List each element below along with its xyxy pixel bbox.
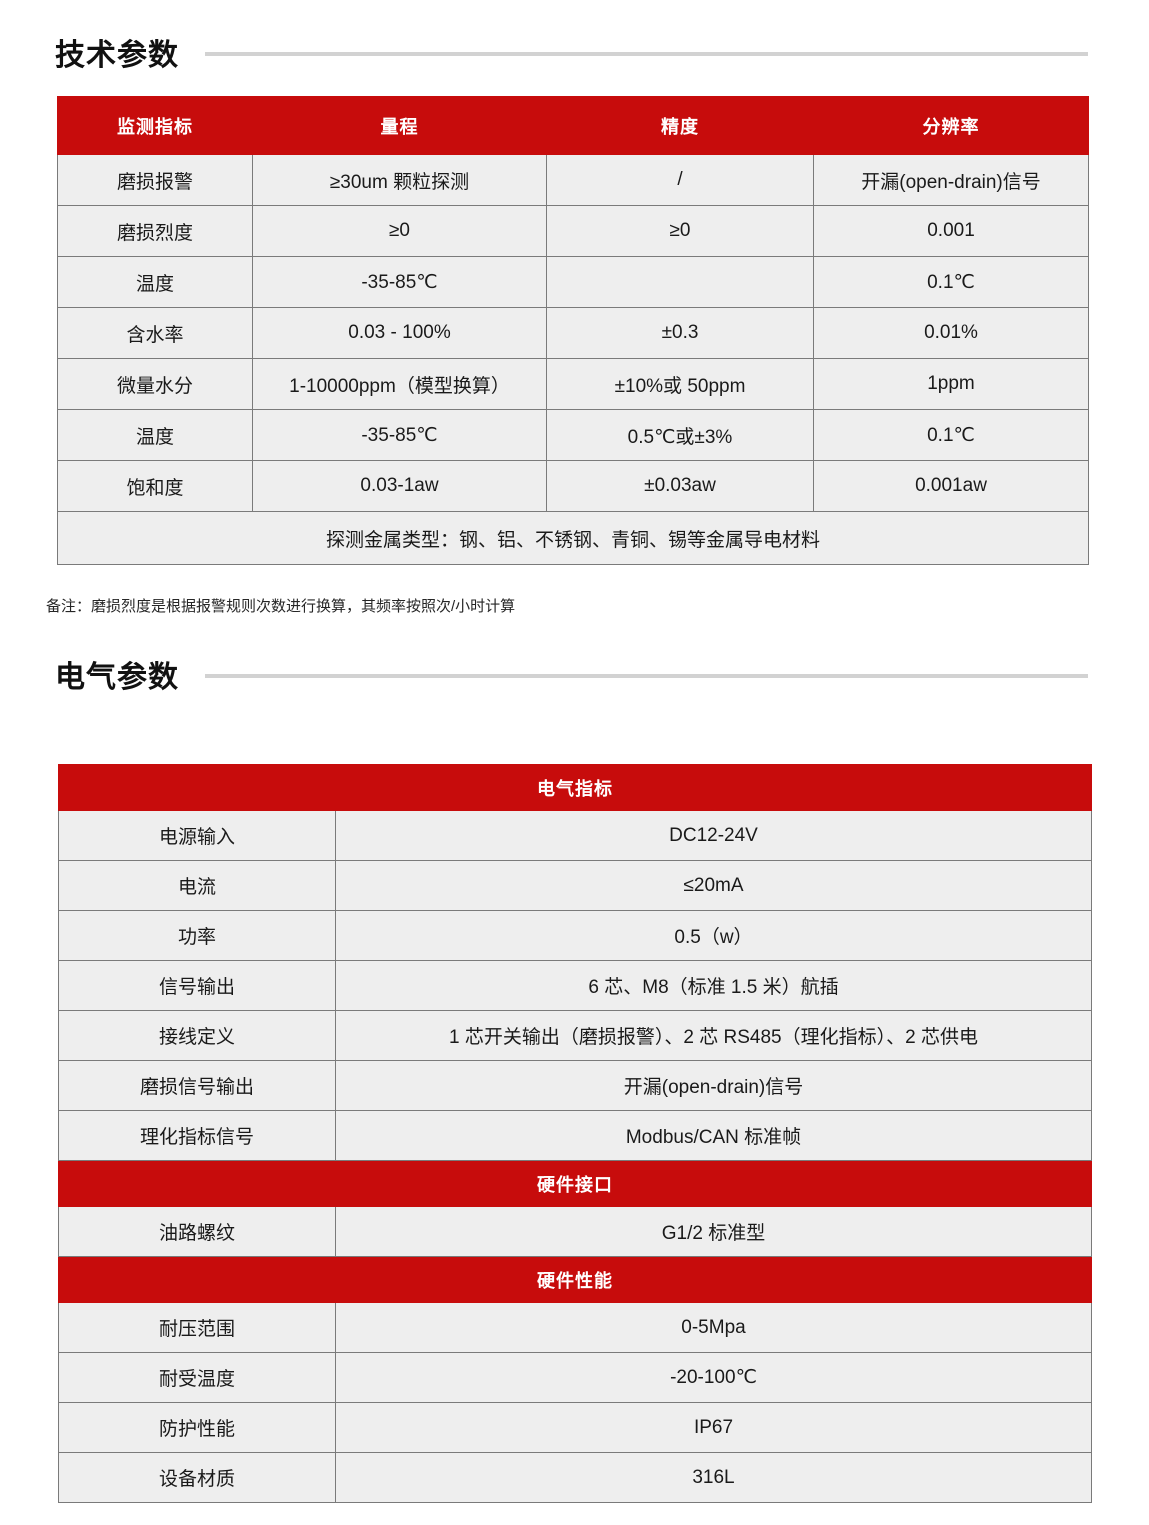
electrical-cell-value: IP67	[335, 1402, 1092, 1453]
technical-cell-range: 0.03-1aw	[252, 460, 547, 512]
table-row: 磨损报警 ≥30um 颗粒探测 / 开漏(open-drain)信号	[57, 154, 1089, 206]
electrical-cell-value: ≤20mA	[335, 860, 1092, 911]
table-row: 微量水分 1-10000ppm（模型换算） ±10%或 50ppm 1ppm	[57, 358, 1089, 410]
electrical-section-title: 电气参数	[55, 661, 179, 694]
table-row: 接线定义 1 芯开关输出（磨损报警）、2 芯 RS485（理化指标）、2 芯供电	[58, 1010, 1092, 1061]
technical-cell-range: ≥0	[252, 205, 547, 257]
title-divider-rule	[205, 52, 1088, 56]
electrical-cell-key: 磨损信号输出	[58, 1060, 336, 1111]
table-row: 防护性能 IP67	[58, 1402, 1092, 1453]
detected-metal-types-cell: 探测金属类型：钢、铝、不锈钢、青铜、锡等金属导电材料	[57, 511, 1089, 565]
table-row: 理化指标信号 Modbus/CAN 标准帧	[58, 1110, 1092, 1161]
electrical-cell-value: DC12-24V	[335, 810, 1092, 861]
electrical-cell-value: 1 芯开关输出（磨损报警）、2 芯 RS485（理化指标）、2 芯供电	[335, 1010, 1092, 1061]
technical-cell-accuracy: ≥0	[546, 205, 814, 257]
technical-header-cell: 分辨率	[813, 96, 1089, 155]
technical-cell-accuracy: 0.5℃或±3%	[546, 409, 814, 461]
technical-cell-accuracy: ±0.3	[546, 307, 814, 359]
technical-cell-resolution: 0.01%	[813, 307, 1089, 359]
technical-cell-accuracy: ±10%或 50ppm	[546, 358, 814, 410]
electrical-cell-key: 油路螺纹	[58, 1206, 336, 1257]
technical-remark-text: 备注：磨损烈度是根据报警规则次数进行换算，其频率按照次/小时计算	[46, 598, 516, 615]
technical-cell-resolution: 0.1℃	[813, 409, 1089, 461]
table-row: 功率 0.5（w）	[58, 910, 1092, 961]
technical-cell-metric: 磨损烈度	[57, 205, 253, 257]
electrical-cell-value: 316L	[335, 1452, 1092, 1503]
technical-cell-metric: 磨损报警	[57, 154, 253, 206]
technical-cell-resolution: 开漏(open-drain)信号	[813, 154, 1089, 206]
electrical-cell-key: 功率	[58, 910, 336, 961]
electrical-cell-value: 开漏(open-drain)信号	[335, 1060, 1092, 1111]
table-row: 温度 -35-85℃ 0.1℃	[57, 256, 1089, 308]
technical-parameters-table: 监测指标 量程 精度 分辨率 磨损报警 ≥30um 颗粒探测 / 开漏(open…	[57, 96, 1089, 565]
table-row: 电源输入 DC12-24V	[58, 810, 1092, 861]
table-row: 饱和度 0.03-1aw ±0.03aw 0.001aw	[57, 460, 1089, 512]
electrical-group-band-row: 电气指标	[58, 764, 1092, 811]
technical-section-title: 技术参数	[55, 39, 179, 72]
electrical-cell-key: 电源输入	[58, 810, 336, 861]
technical-cell-resolution: 0.1℃	[813, 256, 1089, 308]
table-row: 耐受温度 -20-100℃	[58, 1352, 1092, 1403]
technical-cell-resolution: 0.001aw	[813, 460, 1089, 512]
electrical-cell-key: 耐受温度	[58, 1352, 336, 1403]
electrical-cell-key: 电流	[58, 860, 336, 911]
technical-table-container: 监测指标 量程 精度 分辨率 磨损报警 ≥30um 颗粒探测 / 开漏(open…	[0, 96, 1149, 565]
table-row: 含水率 0.03 - 100% ±0.3 0.01%	[57, 307, 1089, 359]
electrical-cell-key: 防护性能	[58, 1402, 336, 1453]
electrical-cell-value: 0.5（w）	[335, 910, 1092, 961]
technical-table-footnote-row: 探测金属类型：钢、铝、不锈钢、青铜、锡等金属导电材料	[57, 511, 1089, 565]
table-row: 设备材质 316L	[58, 1452, 1092, 1503]
electrical-cell-key: 设备材质	[58, 1452, 336, 1503]
electrical-group-band-row: 硬件接口	[58, 1160, 1092, 1207]
technical-cell-range: 1-10000ppm（模型换算）	[252, 358, 547, 410]
electrical-cell-value: 6 芯、M8（标准 1.5 米）航插	[335, 960, 1092, 1011]
electrical-group-title: 硬件接口	[58, 1160, 1092, 1207]
electrical-cell-key: 接线定义	[58, 1010, 336, 1061]
technical-cell-resolution: 0.001	[813, 205, 1089, 257]
technical-cell-metric: 温度	[57, 256, 253, 308]
technical-header-cell: 精度	[546, 96, 814, 155]
technical-header-cell: 量程	[252, 96, 547, 155]
electrical-cell-value: 0-5Mpa	[335, 1302, 1092, 1353]
electrical-group-title: 硬件性能	[58, 1256, 1092, 1303]
technical-cell-metric: 微量水分	[57, 358, 253, 410]
technical-cell-metric: 饱和度	[57, 460, 253, 512]
electrical-group-title: 电气指标	[58, 764, 1092, 811]
electrical-cell-value: Modbus/CAN 标准帧	[335, 1110, 1092, 1161]
electrical-table-container: 电气指标 电源输入 DC12-24V 电流 ≤20mA 功率 0.5（w） 信号…	[0, 764, 1149, 1503]
electrical-parameters-table: 电气指标 电源输入 DC12-24V 电流 ≤20mA 功率 0.5（w） 信号…	[58, 764, 1092, 1503]
technical-cell-accuracy: ±0.03aw	[546, 460, 814, 512]
electrical-cell-key: 耐压范围	[58, 1302, 336, 1353]
electrical-group-band-row: 硬件性能	[58, 1256, 1092, 1303]
technical-cell-range: 0.03 - 100%	[252, 307, 547, 359]
technical-cell-resolution: 1ppm	[813, 358, 1089, 410]
table-row: 温度 -35-85℃ 0.5℃或±3% 0.1℃	[57, 409, 1089, 461]
technical-cell-range: ≥30um 颗粒探测	[252, 154, 547, 206]
technical-table-header-row: 监测指标 量程 精度 分辨率	[57, 96, 1089, 155]
technical-cell-accuracy	[546, 256, 814, 308]
table-row: 信号输出 6 芯、M8（标准 1.5 米）航插	[58, 960, 1092, 1011]
electrical-cell-value: -20-100℃	[335, 1352, 1092, 1403]
table-row: 电流 ≤20mA	[58, 860, 1092, 911]
table-row: 耐压范围 0-5Mpa	[58, 1302, 1092, 1353]
technical-header-cell: 监测指标	[57, 96, 253, 155]
table-row: 磨损烈度 ≥0 ≥0 0.001	[57, 205, 1089, 257]
electrical-section-heading: 电气参数	[0, 652, 1149, 696]
technical-section-heading: 技术参数	[0, 30, 1149, 74]
electrical-cell-key: 理化指标信号	[58, 1110, 336, 1161]
spec-sheet-page: 技术参数 监测指标 量程 精度 分辨率 磨损报警 ≥30um 颗粒探测 /	[0, 30, 1149, 1525]
title-divider-rule	[205, 674, 1088, 678]
electrical-cell-value: G1/2 标准型	[335, 1206, 1092, 1257]
table-row: 油路螺纹 G1/2 标准型	[58, 1206, 1092, 1257]
technical-cell-range: -35-85℃	[252, 256, 547, 308]
technical-cell-metric: 温度	[57, 409, 253, 461]
technical-cell-range: -35-85℃	[252, 409, 547, 461]
technical-cell-metric: 含水率	[57, 307, 253, 359]
table-row: 磨损信号输出 开漏(open-drain)信号	[58, 1060, 1092, 1111]
technical-cell-accuracy: /	[546, 154, 814, 206]
electrical-cell-key: 信号输出	[58, 960, 336, 1011]
